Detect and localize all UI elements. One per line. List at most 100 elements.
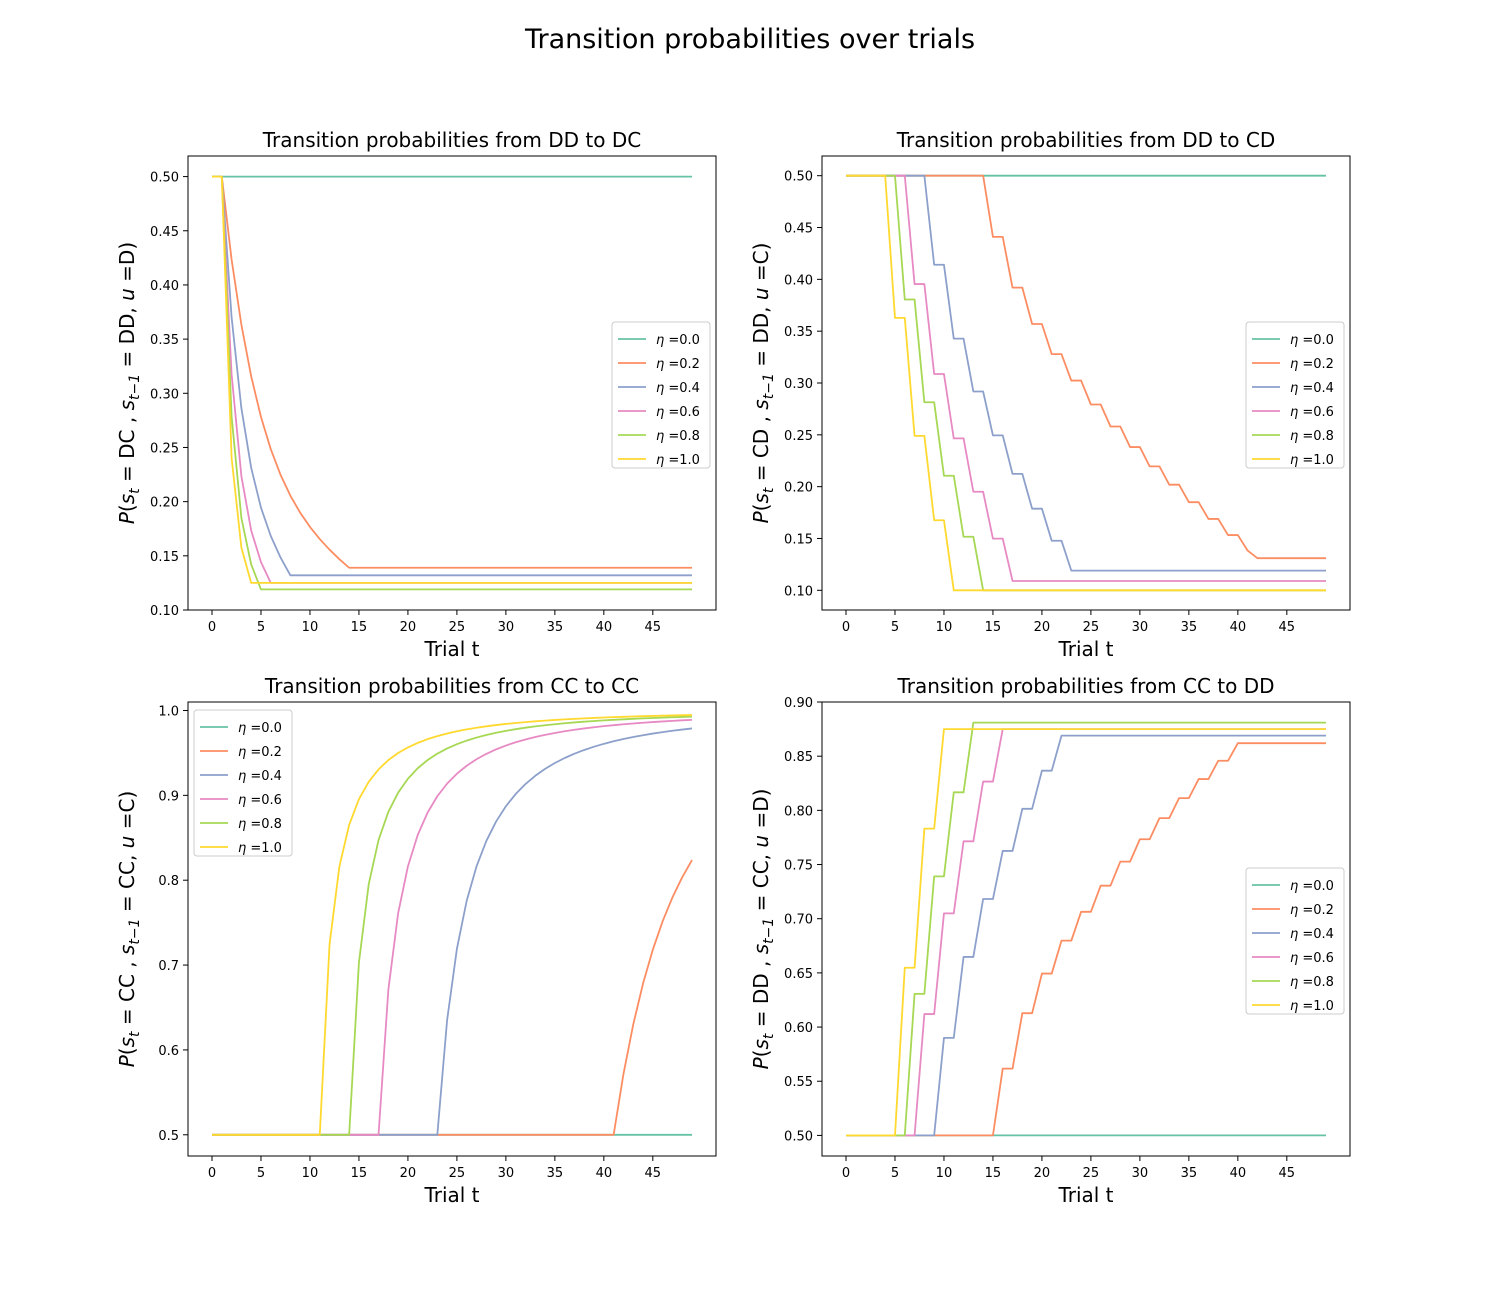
subplot-1: Transition probabilities from DD to DC 0 5… [115,128,717,661]
x-tick-label: 0 [208,620,216,635]
x-tick-label: 30 [1132,1166,1149,1181]
y-tick-label: 0.10 [150,604,179,619]
x-tick-label: 30 [498,620,515,635]
x-tick-label: 45 [1279,620,1296,635]
x-tick-label: 0 [208,1166,216,1181]
x-tick-label: 5 [891,1166,899,1181]
x-tick-label: 0 [842,620,850,635]
x-tick-label: 40 [1230,620,1247,635]
series-line-eta-5 [212,175,692,584]
legend-label: η =0.6 [1290,405,1334,420]
y-tick-label: 0.10 [784,584,813,599]
x-tick-label: 40 [596,620,613,635]
y-tick-label: 0.80 [784,804,813,819]
x-tick-label: 20 [1034,1166,1051,1181]
legend-label: η =0.8 [1290,429,1334,444]
x-tick-label: 40 [596,1166,613,1181]
y-axis-label: P(st = CD , st−1 = DD, u =C) [749,243,777,524]
x-tick-label: 30 [498,1166,515,1181]
x-tick-label: 45 [1279,1166,1296,1181]
legend: η =0.0 η =0.2 η =0.4 η =0.6 η =0.8 η =1.0 [1245,321,1345,469]
x-tick-label: 25 [449,1166,466,1181]
legend: η =0.0 η =0.2 η =0.4 η =0.6 η =0.8 η =1.0 [1245,867,1345,1015]
x-tick-label: 35 [1181,1166,1198,1181]
series-line-eta-2 [846,734,1326,1137]
legend-label: η =0.4 [1290,381,1334,396]
y-tick-label: 0.15 [784,532,813,547]
y-tick-label: 0.65 [784,967,813,982]
y-tick-label: 0.7 [158,959,179,974]
y-tick-label: 0.30 [784,377,813,392]
subplot-title: Transition probabilities from DD to CD [896,128,1275,152]
x-tick-label: 40 [1230,1166,1247,1181]
legend-frame [1245,867,1345,1015]
legend-label: η =1.0 [1290,999,1334,1014]
series-line-eta-5 [846,174,1326,592]
legend-label: η =0.8 [656,429,700,444]
y-tick-label: 0.5 [158,1129,179,1144]
y-tick-label: 0.75 [784,859,813,874]
series-line-eta-1 [212,175,692,569]
x-tick-label: 15 [351,1166,368,1181]
series-line-eta-4 [212,175,692,591]
x-tick-label: 35 [547,620,564,635]
x-tick-label: 15 [985,1166,1002,1181]
legend-label: η =0.2 [1290,357,1334,372]
x-tick-label: 5 [257,620,265,635]
x-tick-label: 20 [1034,620,1051,635]
y-tick-label: 0.85 [784,750,813,765]
y-tick-label: 0.25 [784,429,813,444]
subplot-3: Transition probabilities from CC to CC 0 5… [115,674,717,1207]
series-line-eta-5 [846,728,1326,1137]
legend-label: η =0.0 [656,333,700,348]
x-tick-label: 5 [891,620,899,635]
legend-label: η =1.0 [1290,453,1334,468]
legend: η =0.0 η =0.2 η =0.4 η =0.6 η =0.8 η =1.0 [193,709,293,857]
x-axis-label: Trial t [423,1183,479,1207]
y-tick-label: 0.9 [158,789,179,804]
y-tick-label: 0.50 [150,171,179,186]
legend-label: η =0.8 [238,817,282,832]
series-line-eta-3 [846,174,1326,582]
y-axis-label: P(st = DD , st−1 = CC, u =D) [749,789,777,1070]
x-tick-label: 20 [400,620,417,635]
x-tick-label: 35 [1181,620,1198,635]
y-tick-label: 0.40 [150,279,179,294]
series-line-eta-2 [846,174,1326,572]
legend-label: η =0.8 [1290,975,1334,990]
legend-label: η =0.6 [238,793,282,808]
legend-label: η =0.4 [1290,927,1334,942]
x-tick-label: 10 [936,620,953,635]
subplot-title: Transition probabilities from DD to DC [262,128,641,152]
subplot-title: Transition probabilities from CC to DD [896,674,1274,698]
y-tick-label: 0.35 [150,333,179,348]
x-tick-label: 25 [449,620,466,635]
legend-label: η =0.2 [238,745,282,760]
y-tick-label: 0.40 [784,273,813,288]
legend-label: η =0.2 [656,357,700,372]
y-tick-label: 0.25 [150,441,179,456]
legend-frame [1245,321,1345,469]
series-line-eta-2 [212,175,692,577]
legend-frame [193,709,293,857]
y-tick-label: 0.6 [158,1044,179,1059]
plot-frame [187,701,717,1157]
y-tick-label: 0.70 [784,913,813,928]
y-tick-label: 0.60 [784,1021,813,1036]
x-axis-label: Trial t [1057,637,1113,661]
figure-title: Transition probabilities over trials [524,24,975,55]
legend-label: η =1.0 [656,453,700,468]
plot-frame [821,701,1351,1157]
series-line-eta-4 [846,721,1326,1137]
subplot-2: Transition probabilities from DD to CD 0 5… [749,128,1351,661]
y-tick-label: 0.45 [784,222,813,237]
legend-label: η =0.6 [656,405,700,420]
x-tick-label: 0 [842,1166,850,1181]
legend-label: η =0.4 [238,769,282,784]
x-tick-label: 35 [547,1166,564,1181]
legend-label: η =1.0 [238,841,282,856]
y-tick-label: 0.30 [150,387,179,402]
y-axis-label: P(st = DC , st−1 = DD, u =D) [115,242,143,524]
y-tick-label: 0.55 [784,1075,813,1090]
